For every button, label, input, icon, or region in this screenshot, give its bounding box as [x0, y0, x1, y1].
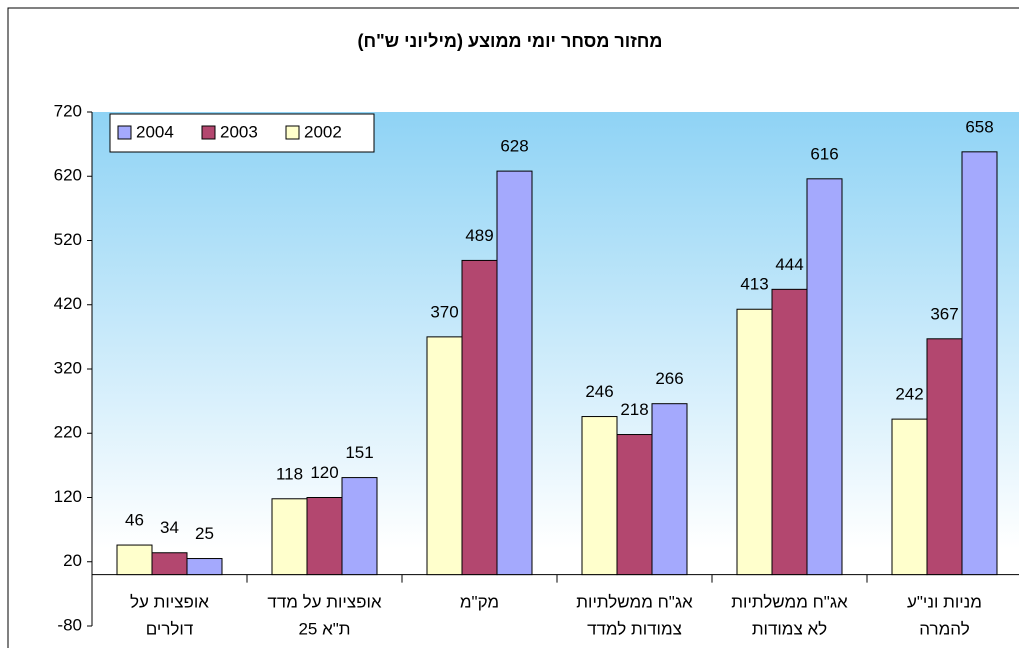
value-label: 242 — [895, 385, 923, 404]
x-tick-label: מניות וני"ע — [907, 592, 982, 611]
chart-title: מחזור מסחר יומי ממוצע (מיליוני ש"ח) — [358, 31, 663, 51]
y-tick-label: 320 — [54, 358, 82, 377]
y-tick-label: 120 — [54, 487, 82, 506]
y-tick-label: -80 — [57, 615, 82, 634]
value-label: 489 — [465, 226, 493, 245]
plot-area — [92, 112, 1019, 626]
bar — [581, 416, 618, 576]
bar — [306, 497, 343, 576]
value-label: 658 — [965, 117, 993, 136]
x-tick-label: אג"ח ממשלתיות — [576, 592, 693, 611]
x-tick-label: אג"ח ממשלתיות — [731, 592, 848, 611]
value-label: 616 — [810, 144, 838, 163]
bar — [651, 403, 688, 576]
value-label: 218 — [620, 400, 648, 419]
bar — [461, 259, 498, 576]
value-label: 25 — [195, 524, 214, 543]
bar — [341, 477, 378, 576]
value-label: 246 — [585, 382, 613, 401]
y-tick-label: 420 — [54, 294, 82, 313]
legend-swatch — [117, 125, 132, 140]
bar — [806, 178, 843, 576]
y-tick-label: 620 — [54, 166, 82, 185]
bar — [496, 170, 533, 576]
value-label: 370 — [430, 302, 458, 321]
bar — [151, 552, 188, 576]
bar — [736, 308, 773, 576]
value-label: 413 — [740, 275, 768, 294]
x-tick-label: אופציות על — [130, 592, 209, 611]
legend-label: 2002 — [304, 122, 342, 141]
value-label: 444 — [775, 255, 803, 274]
y-tick-label: 220 — [54, 423, 82, 442]
legend-label: 2003 — [220, 122, 258, 141]
bar — [891, 418, 928, 576]
value-label: 118 — [276, 464, 303, 483]
value-label: 120 — [310, 463, 338, 482]
bar — [186, 558, 223, 576]
bar — [961, 151, 998, 576]
value-label: 46 — [125, 511, 144, 530]
bar — [926, 338, 963, 576]
bar — [116, 544, 153, 576]
x-tick-label: דולרים — [146, 619, 194, 638]
legend — [109, 113, 375, 153]
bar — [616, 434, 653, 576]
x-tick-label: לא צמודות — [752, 619, 827, 638]
y-tick-label: 20 — [63, 551, 82, 570]
legend-swatch — [285, 125, 300, 140]
bar — [771, 288, 808, 576]
value-label: 266 — [655, 369, 683, 388]
value-label: 151 — [345, 443, 373, 462]
x-tick-label: ת"א 25 — [298, 619, 350, 638]
y-tick-label: 720 — [54, 101, 82, 120]
value-label: 34 — [160, 518, 179, 537]
x-tick-label: אופציות על מדד — [267, 592, 381, 611]
x-tick-label: צמודות למדד — [587, 619, 682, 638]
bar — [426, 336, 463, 576]
value-label: 628 — [500, 137, 528, 156]
legend-swatch — [201, 125, 216, 140]
y-tick-label: 520 — [54, 230, 82, 249]
x-tick-label: מק"מ — [460, 592, 499, 611]
x-tick-label: להמרה — [919, 619, 969, 638]
bar — [271, 498, 308, 576]
value-label: 367 — [930, 304, 958, 323]
legend-label: 2004 — [136, 122, 174, 141]
